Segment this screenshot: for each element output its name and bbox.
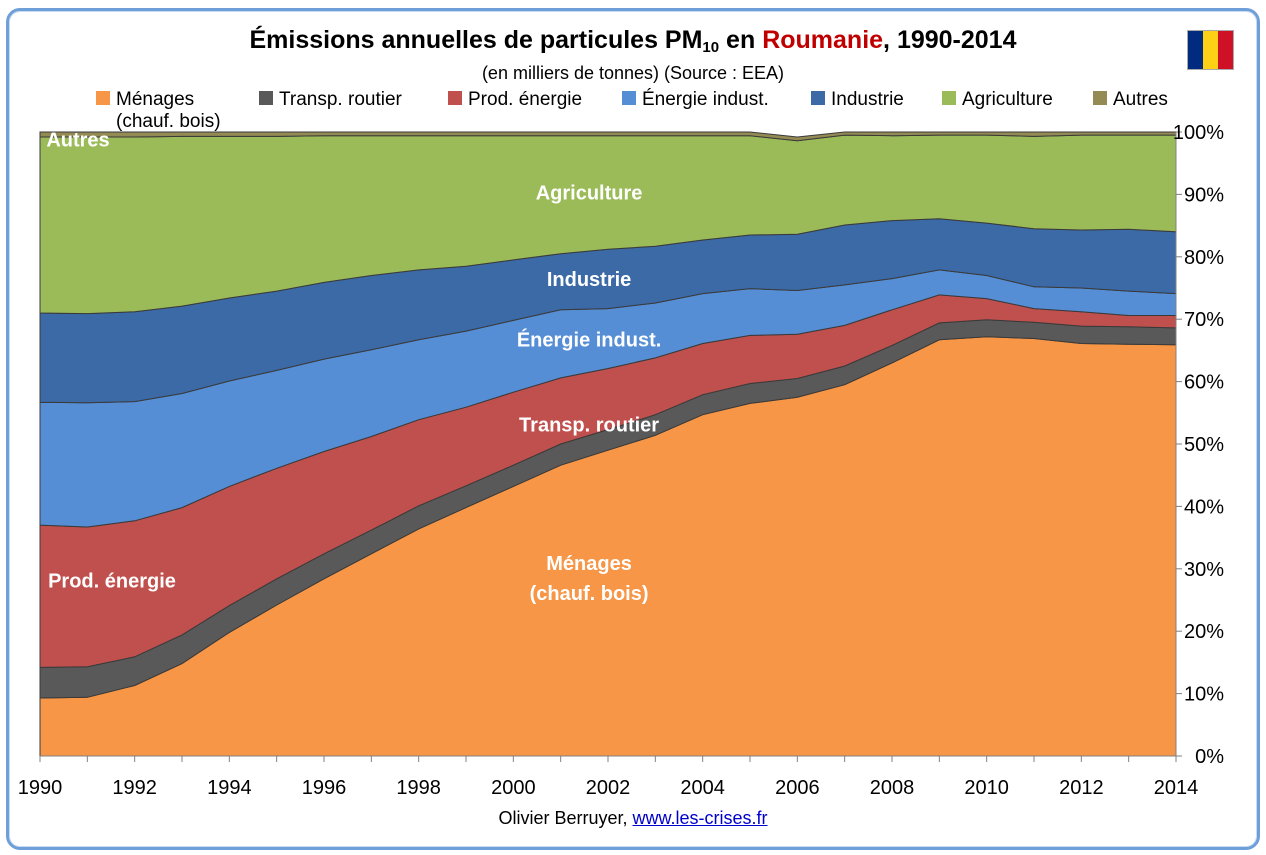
chart-title: Émissions annuelles de particules PM10 e… xyxy=(0,26,1266,56)
area-series-group xyxy=(39,131,1177,757)
annotation-transp-routier: Transp. routier xyxy=(519,414,659,436)
annotation-autres: Autres xyxy=(46,130,109,152)
title-suffix: , 1990-2014 xyxy=(883,26,1017,54)
x-tick-label: 2004 xyxy=(680,777,725,799)
title-country: Roumanie xyxy=(762,26,884,54)
x-tick-label: 2014 xyxy=(1154,777,1199,799)
legend-item-autres: Autres xyxy=(1093,89,1168,111)
y-tick-label: 30% xyxy=(1184,559,1224,581)
annotation-chauf-bois: (chauf. bois) xyxy=(530,583,649,605)
flag-stripe-yellow xyxy=(1203,31,1218,69)
credit-author: Olivier Berruyer, xyxy=(498,808,628,828)
flag-stripe-blue xyxy=(1188,31,1203,69)
legend-item-prod-energie: Prod. énergie xyxy=(448,89,582,111)
y-tick-label: 40% xyxy=(1184,496,1224,518)
legend-item-transport: Transp. routier xyxy=(259,89,402,111)
legend-label-menages: Ménages xyxy=(116,89,195,110)
romania-flag-icon xyxy=(1187,30,1234,70)
legend-swatch-autres xyxy=(1093,91,1107,105)
legend-swatch-energie-indust xyxy=(622,91,636,105)
y-tick-label: 10% xyxy=(1184,684,1224,706)
y-tick-label: 70% xyxy=(1184,309,1224,331)
legend-swatch-agriculture xyxy=(942,91,956,105)
legend-label-transport: Transp. routier xyxy=(279,89,402,110)
annotation-prod-energie: Prod. énergie xyxy=(48,570,176,592)
legend-label-menages-line2: (chauf. bois) xyxy=(116,111,221,132)
legend-item-industrie: Industrie xyxy=(811,89,904,111)
legend-label-energie-indust: Énergie indust. xyxy=(642,89,769,110)
y-tick-label: 80% xyxy=(1184,247,1224,269)
x-tick-label: 2008 xyxy=(870,777,915,799)
y-tick-label: 100% xyxy=(1173,122,1224,144)
legend-swatch-industrie xyxy=(811,91,825,105)
legend-label-industrie: Industrie xyxy=(831,89,904,110)
legend-label-autres: Autres xyxy=(1113,89,1168,110)
y-tick-label: 20% xyxy=(1184,621,1224,643)
x-tick-label: 2002 xyxy=(586,777,631,799)
y-tick-label: 0% xyxy=(1195,746,1224,768)
title-middle: en xyxy=(719,26,763,54)
y-tick-label: 50% xyxy=(1184,434,1224,456)
y-tick-label: 90% xyxy=(1184,184,1224,206)
x-tick-label: 2006 xyxy=(775,777,820,799)
annotation-energie-indust: Énergie indust. xyxy=(517,329,661,352)
credit-link[interactable]: www.les-crises.fr xyxy=(632,808,768,828)
chart-subtitle: (en milliers de tonnes) (Source : EEA) xyxy=(481,63,785,83)
x-tick-label: 1994 xyxy=(207,777,252,799)
x-tick-label: 2000 xyxy=(491,777,536,799)
x-tick-label: 1998 xyxy=(396,777,441,799)
credit-line: Olivier Berruyer, www.les-crises.fr xyxy=(0,808,1266,829)
axes-group: 0% 10% 20% 30% 40% 50% 60% 70% 80% 90% 100% 1990 199… xyxy=(18,122,1224,799)
legend-item-menages: Ménages xyxy=(96,89,194,111)
legend-swatch-prod-energie xyxy=(448,91,462,105)
x-tick-label: 1990 xyxy=(18,777,63,799)
annotation-industrie: Industrie xyxy=(547,269,631,291)
x-tick-label: 1992 xyxy=(112,777,157,799)
legend-swatch-transport xyxy=(259,91,273,105)
y-tick-label: 60% xyxy=(1184,372,1224,394)
annotation-menages: Ménages xyxy=(546,553,632,575)
x-tick-label: 2012 xyxy=(1059,777,1104,799)
annotations-group: Autres Agriculture Industrie Énergie indust… xyxy=(46,130,661,605)
title-prefix: Émissions annuelles de particules PM xyxy=(249,26,703,54)
legend-item-agriculture: Agriculture xyxy=(942,89,1053,111)
title-subscript: 10 xyxy=(702,39,720,56)
legend-label-prod-energie: Prod. énergie xyxy=(468,89,583,110)
legend-label-agriculture: Agriculture xyxy=(962,89,1053,110)
flag-stripe-red xyxy=(1218,31,1233,69)
legend-item-energie-indust: Énergie indust. xyxy=(622,89,769,111)
legend-swatch-menages xyxy=(96,91,110,105)
annotation-agriculture: Agriculture xyxy=(536,182,643,204)
x-tick-label: 2010 xyxy=(964,777,1009,799)
x-tick-label: 1996 xyxy=(302,777,347,799)
